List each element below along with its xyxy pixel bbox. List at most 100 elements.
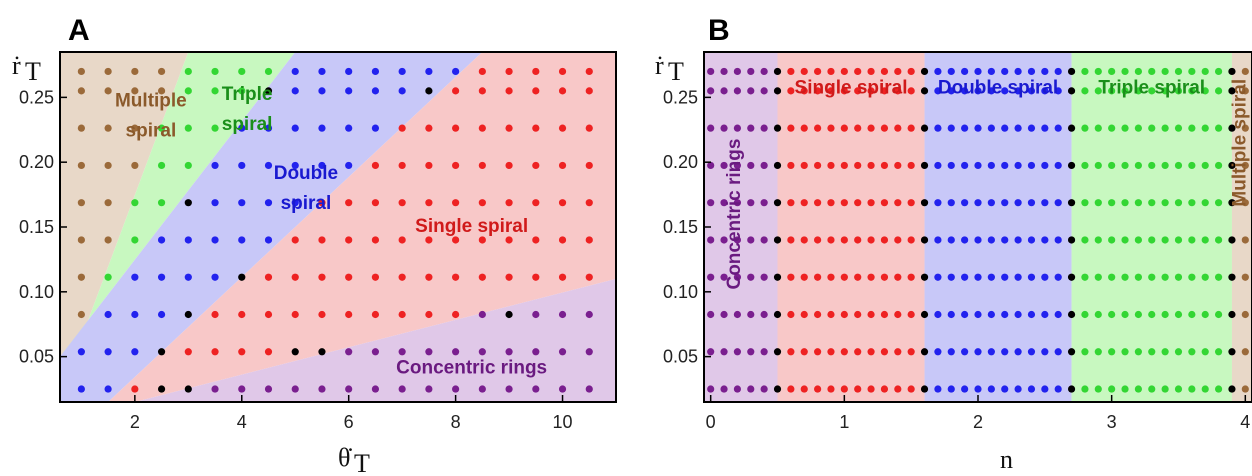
panel-b-point <box>987 236 995 244</box>
panel-b-point <box>1241 199 1249 207</box>
panel-a-point <box>264 199 273 207</box>
panel-b-point <box>1121 348 1129 356</box>
panel-b-point <box>827 310 835 319</box>
panel-a-point <box>264 348 273 356</box>
panel-a-point <box>104 161 112 170</box>
panel-a: A Multiple spiral Triple spiral Double spiral… <box>12 14 617 476</box>
panel-b-point <box>1228 199 1236 207</box>
panel-a-point <box>318 199 326 207</box>
panel-a-point <box>478 348 486 356</box>
panel-b-point <box>867 385 875 393</box>
panel-b-point <box>1214 199 1223 207</box>
panel-a-point <box>318 161 326 170</box>
panel-a-point <box>452 199 460 207</box>
panel-b-point <box>707 385 715 393</box>
panel-b-point <box>760 348 768 356</box>
panel-b-point <box>840 67 848 76</box>
panel-b-point <box>920 161 929 170</box>
panel-b-xtick-label: 0 <box>706 412 716 432</box>
panel-a-point <box>77 385 85 393</box>
panel-a-region-double <box>60 52 483 402</box>
panel-b-point <box>720 124 728 132</box>
panel-b-point <box>894 87 902 95</box>
panel-a-point <box>425 310 433 319</box>
panel-a-point <box>211 385 219 393</box>
panel-b-point <box>1067 87 1076 95</box>
panel-b-point <box>1148 236 1156 244</box>
panel-a-point <box>131 161 139 170</box>
panel-a-point <box>585 67 593 76</box>
panel-b-point <box>907 348 915 356</box>
panel-b-point <box>747 348 755 356</box>
panel-b-point <box>947 199 955 207</box>
panel-b-point <box>1108 273 1116 281</box>
panel-a-point <box>398 124 406 132</box>
panel-b-point <box>827 161 835 170</box>
panel-b-point <box>867 310 875 319</box>
panel-b-point <box>907 67 915 76</box>
panel-b-axes: 0 1 2 3 4 0.05 0.10 0.15 0.20 0.25 <box>663 87 1250 432</box>
panel-b-point <box>1121 310 1129 319</box>
panel-a-point <box>157 310 166 319</box>
panel-b-point <box>1027 87 1036 95</box>
panel-b-point <box>1228 385 1236 393</box>
panel-b-point <box>707 161 715 170</box>
panel-b-point <box>867 87 875 95</box>
panel-a-point <box>157 161 166 170</box>
panel-b-point <box>894 273 902 281</box>
panel-b-point <box>961 348 969 356</box>
panel-a-point <box>558 385 567 393</box>
panel-b-point <box>1081 161 1089 170</box>
panel-b-point <box>1161 87 1169 95</box>
panel-b-point <box>800 310 808 319</box>
panel-b-point <box>747 124 755 132</box>
panel-b-point <box>1094 124 1102 132</box>
panel-b-point <box>840 385 848 393</box>
panel-a-point <box>505 273 513 281</box>
panel-b-point <box>974 273 982 281</box>
panel-b-point <box>961 87 969 95</box>
panel-b-point <box>787 236 795 244</box>
panel-b-point <box>854 87 862 95</box>
panel-b-point <box>787 199 795 207</box>
panel-b-point <box>947 161 955 170</box>
panel-a-point <box>184 124 192 132</box>
panel-a-ytick-label: 0.15 <box>19 217 54 237</box>
panel-b-point <box>1188 273 1196 281</box>
panel-b-point <box>1174 67 1183 76</box>
panel-a-point <box>371 273 380 281</box>
panel-a-point <box>157 124 166 132</box>
panel-b-point <box>1161 385 1169 393</box>
panel-b-point <box>894 348 902 356</box>
panel-b-point <box>1001 348 1009 356</box>
panel-b-point <box>773 310 782 319</box>
panel-a-point <box>264 236 273 244</box>
panel-a-point <box>238 199 246 207</box>
panel-b-point <box>814 273 822 281</box>
panel-b-region-labels: Single spiral Double spiral Triple spiral C… <box>724 77 1250 289</box>
panel-a-point <box>505 236 513 244</box>
panel-b-point <box>1014 199 1022 207</box>
panel-b-point <box>720 236 728 244</box>
panel-b-point <box>1027 199 1036 207</box>
panel-b-point <box>1161 236 1169 244</box>
panel-b-point <box>1188 124 1196 132</box>
panel-b-point <box>1121 236 1129 244</box>
panel-b-point <box>1054 236 1062 244</box>
panel-b-points <box>707 67 1249 393</box>
panel-a-point <box>77 348 85 356</box>
panel-b-point <box>1174 385 1183 393</box>
panel-b-point <box>1174 273 1183 281</box>
panel-b-point <box>1174 348 1183 356</box>
panel-b-point <box>1067 199 1076 207</box>
panel-b-point <box>760 124 768 132</box>
panel-a-point <box>452 124 460 132</box>
panel-a-point <box>318 310 326 319</box>
panel-a-point <box>398 348 406 356</box>
panel-b-point <box>947 236 955 244</box>
panel-b-point <box>1081 310 1089 319</box>
panel-a-point <box>558 67 567 76</box>
panel-b-point <box>787 310 795 319</box>
panel-b-point <box>1161 124 1169 132</box>
